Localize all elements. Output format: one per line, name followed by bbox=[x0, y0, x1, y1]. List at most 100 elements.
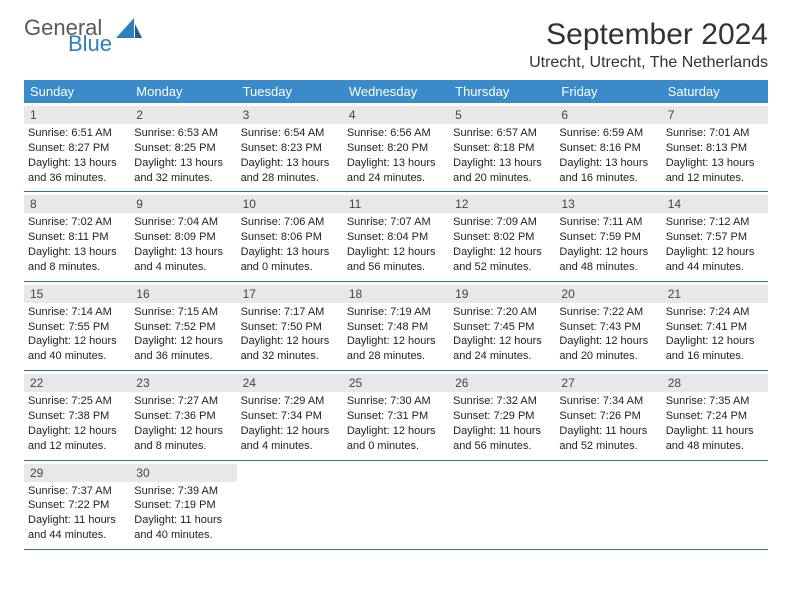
daylight-text: Daylight: 13 hours and 12 minutes. bbox=[666, 156, 764, 186]
calendar-day: 16Sunrise: 7:15 AMSunset: 7:52 PMDayligh… bbox=[130, 282, 236, 370]
sunrise-text: Sunrise: 7:29 AM bbox=[241, 394, 339, 409]
calendar-day: 1Sunrise: 6:51 AMSunset: 8:27 PMDaylight… bbox=[24, 103, 130, 191]
sunrise-text: Sunrise: 7:11 AM bbox=[559, 215, 657, 230]
calendar-day bbox=[237, 461, 343, 549]
day-number: 29 bbox=[24, 464, 130, 482]
sunset-text: Sunset: 7:55 PM bbox=[28, 320, 126, 335]
sunrise-text: Sunrise: 6:59 AM bbox=[559, 126, 657, 141]
sunset-text: Sunset: 7:43 PM bbox=[559, 320, 657, 335]
daylight-text: Daylight: 12 hours and 8 minutes. bbox=[134, 424, 232, 454]
calendar-day: 10Sunrise: 7:06 AMSunset: 8:06 PMDayligh… bbox=[237, 192, 343, 280]
sunrise-text: Sunrise: 6:51 AM bbox=[28, 126, 126, 141]
day-number: 30 bbox=[130, 464, 236, 482]
daylight-text: Daylight: 13 hours and 4 minutes. bbox=[134, 245, 232, 275]
sunrise-text: Sunrise: 7:12 AM bbox=[666, 215, 764, 230]
day-number: 3 bbox=[237, 106, 343, 124]
day-number: 14 bbox=[662, 195, 768, 213]
sunrise-text: Sunrise: 7:14 AM bbox=[28, 305, 126, 320]
calendar-day: 14Sunrise: 7:12 AMSunset: 7:57 PMDayligh… bbox=[662, 192, 768, 280]
daylight-text: Daylight: 12 hours and 0 minutes. bbox=[347, 424, 445, 454]
brand-line2: Blue bbox=[68, 34, 112, 54]
calendar-day: 29Sunrise: 7:37 AMSunset: 7:22 PMDayligh… bbox=[24, 461, 130, 549]
sunrise-text: Sunrise: 7:22 AM bbox=[559, 305, 657, 320]
page-title: September 2024 bbox=[529, 18, 768, 52]
sunset-text: Sunset: 7:29 PM bbox=[453, 409, 551, 424]
sunset-text: Sunset: 7:19 PM bbox=[134, 498, 232, 513]
sunrise-text: Sunrise: 7:19 AM bbox=[347, 305, 445, 320]
sunrise-text: Sunrise: 7:09 AM bbox=[453, 215, 551, 230]
header: General Blue September 2024 Utrecht, Utr… bbox=[24, 18, 768, 72]
sunrise-text: Sunrise: 7:06 AM bbox=[241, 215, 339, 230]
location-text: Utrecht, Utrecht, The Netherlands bbox=[529, 54, 768, 72]
sunset-text: Sunset: 7:48 PM bbox=[347, 320, 445, 335]
dow-header: Tuesday bbox=[237, 80, 343, 103]
daylight-text: Daylight: 12 hours and 12 minutes. bbox=[28, 424, 126, 454]
sunset-text: Sunset: 7:50 PM bbox=[241, 320, 339, 335]
calendar-day: 25Sunrise: 7:30 AMSunset: 7:31 PMDayligh… bbox=[343, 371, 449, 459]
day-number: 24 bbox=[237, 374, 343, 392]
calendar-day: 2Sunrise: 6:53 AMSunset: 8:25 PMDaylight… bbox=[130, 103, 236, 191]
daylight-text: Daylight: 13 hours and 20 minutes. bbox=[453, 156, 551, 186]
daylight-text: Daylight: 11 hours and 44 minutes. bbox=[28, 513, 126, 543]
day-number: 1 bbox=[24, 106, 130, 124]
daylight-text: Daylight: 12 hours and 52 minutes. bbox=[453, 245, 551, 275]
sunrise-text: Sunrise: 7:07 AM bbox=[347, 215, 445, 230]
sunset-text: Sunset: 8:13 PM bbox=[666, 141, 764, 156]
calendar-day: 28Sunrise: 7:35 AMSunset: 7:24 PMDayligh… bbox=[662, 371, 768, 459]
sunset-text: Sunset: 7:45 PM bbox=[453, 320, 551, 335]
dow-header: Friday bbox=[555, 80, 661, 103]
sunrise-text: Sunrise: 7:25 AM bbox=[28, 394, 126, 409]
sunset-text: Sunset: 8:11 PM bbox=[28, 230, 126, 245]
day-number: 21 bbox=[662, 285, 768, 303]
sunset-text: Sunset: 8:25 PM bbox=[134, 141, 232, 156]
day-number: 10 bbox=[237, 195, 343, 213]
calendar-week: 15 Sunrise: 7:14 AMSunset: 7:55 PM Dayligh… bbox=[24, 282, 768, 371]
daylight-text: Daylight: 11 hours and 40 minutes. bbox=[134, 513, 232, 543]
sunset-text: Sunset: 8:09 PM bbox=[134, 230, 232, 245]
calendar-day bbox=[662, 461, 768, 549]
daylight-text: Daylight: 12 hours and 48 minutes. bbox=[559, 245, 657, 275]
day-number: 17 bbox=[237, 285, 343, 303]
sunset-text: Sunset: 7:41 PM bbox=[666, 320, 764, 335]
sail-icon bbox=[116, 18, 142, 38]
daylight-text: Daylight: 13 hours and 8 minutes. bbox=[28, 245, 126, 275]
calendar-day: 8Sunrise: 7:02 AMSunset: 8:11 PMDaylight… bbox=[24, 192, 130, 280]
day-number: 4 bbox=[343, 106, 449, 124]
daylight-text: Daylight: 12 hours and 32 minutes. bbox=[241, 334, 339, 364]
sunrise-text: Sunrise: 6:53 AM bbox=[134, 126, 232, 141]
sunrise-text: Sunrise: 7:15 AM bbox=[134, 305, 232, 320]
day-number: 28 bbox=[662, 374, 768, 392]
day-number: 16 bbox=[130, 285, 236, 303]
sunrise-text: Sunrise: 6:57 AM bbox=[453, 126, 551, 141]
sunrise-text: Sunrise: 7:02 AM bbox=[28, 215, 126, 230]
daylight-text: Daylight: 12 hours and 16 minutes. bbox=[666, 334, 764, 364]
calendar-day: 20Sunrise: 7:22 AMSunset: 7:43 PMDayligh… bbox=[555, 282, 661, 370]
sunrise-text: Sunrise: 7:01 AM bbox=[666, 126, 764, 141]
sunrise-text: Sunrise: 7:24 AM bbox=[666, 305, 764, 320]
day-number: 27 bbox=[555, 374, 661, 392]
day-number: 15 bbox=[24, 285, 130, 303]
daylight-text: Daylight: 13 hours and 36 minutes. bbox=[28, 156, 126, 186]
calendar-day: 11Sunrise: 7:07 AMSunset: 8:04 PMDayligh… bbox=[343, 192, 449, 280]
sunset-text: Sunset: 7:52 PM bbox=[134, 320, 232, 335]
calendar-week: 8Sunrise: 7:02 AMSunset: 8:11 PMDaylight… bbox=[24, 192, 768, 281]
calendar-day: 22Sunrise: 7:25 AMSunset: 7:38 PMDayligh… bbox=[24, 371, 130, 459]
sunrise-text: Sunrise: 6:54 AM bbox=[241, 126, 339, 141]
day-number: 26 bbox=[449, 374, 555, 392]
daylight-text: Daylight: 13 hours and 16 minutes. bbox=[559, 156, 657, 186]
calendar-day: 6Sunrise: 6:59 AMSunset: 8:16 PMDaylight… bbox=[555, 103, 661, 191]
sunset-text: Sunset: 8:04 PM bbox=[347, 230, 445, 245]
daylight-text: Daylight: 13 hours and 32 minutes. bbox=[134, 156, 232, 186]
sunrise-text: Sunrise: 7:30 AM bbox=[347, 394, 445, 409]
sunset-text: Sunset: 7:34 PM bbox=[241, 409, 339, 424]
sunrise-text: Sunrise: 7:34 AM bbox=[559, 394, 657, 409]
calendar-day: 4Sunrise: 6:56 AMSunset: 8:20 PMDaylight… bbox=[343, 103, 449, 191]
day-number: 18 bbox=[343, 285, 449, 303]
sunrise-text: Sunrise: 6:56 AM bbox=[347, 126, 445, 141]
dow-header: Monday bbox=[130, 80, 236, 103]
calendar-body: 1Sunrise: 6:51 AMSunset: 8:27 PMDaylight… bbox=[24, 103, 768, 550]
daylight-text: Daylight: 12 hours and 24 minutes. bbox=[453, 334, 551, 364]
calendar-week: 1Sunrise: 6:51 AMSunset: 8:27 PMDaylight… bbox=[24, 103, 768, 192]
day-number: 25 bbox=[343, 374, 449, 392]
day-number: 19 bbox=[449, 285, 555, 303]
